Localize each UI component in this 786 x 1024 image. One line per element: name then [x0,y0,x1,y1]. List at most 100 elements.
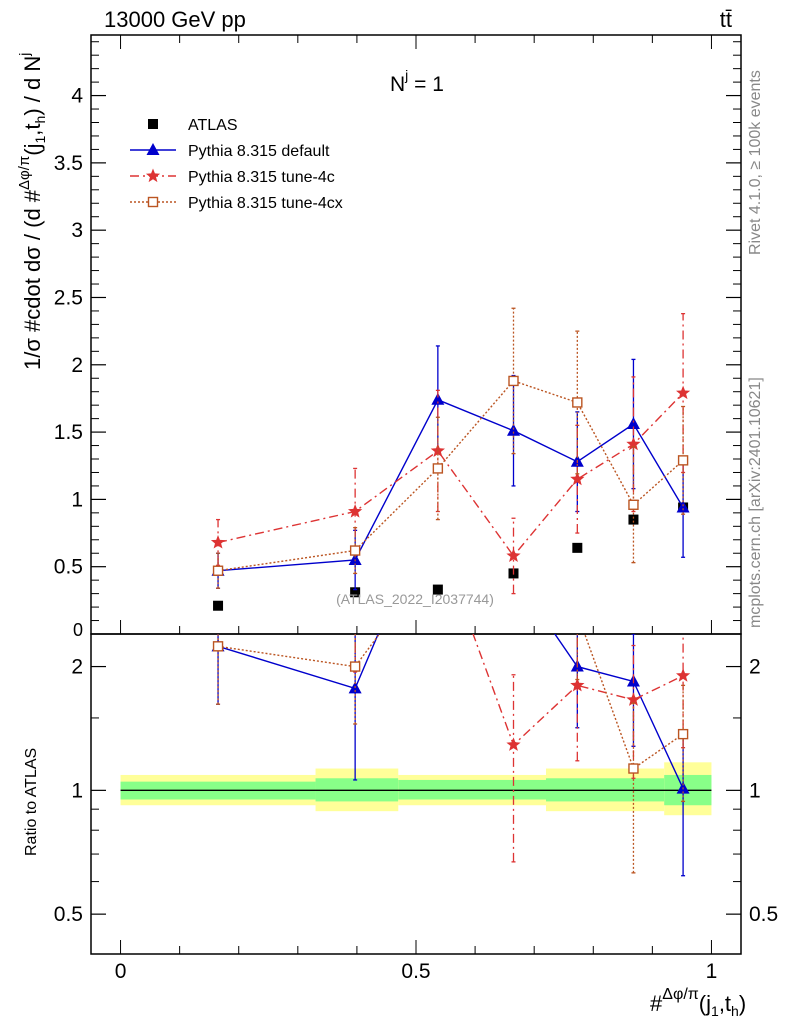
ratio-ticks: 0.5 0.5 1 1 2 2 0 0.5 1 [54,656,778,983]
legend-marker-default [146,143,160,155]
analysis-watermark: (ATLAS_2022_I2037744) [336,591,494,607]
legend-label-atlas: ATLAS [188,117,238,134]
main-line-default [217,398,684,572]
ylabel-deltaphi-over-pi: Δφ/π [16,156,33,190]
main-point-default [431,392,445,405]
ylabel-sub-1: 1 [32,135,48,143]
ratio-point-tune4cx [212,641,224,652]
ratio-y-tick-label: 2 [71,656,83,679]
main-series-tune4c [210,312,691,595]
ratio-series-tune4cx [212,551,689,874]
ratio-line-tune4cx [217,634,684,770]
main-point-default [676,500,690,513]
ratio-point-tune4c [506,737,521,751]
legend-marker-tune4cx [147,196,159,208]
mcplots-label: mcplots.cern.ch [arXiv:2401.10621] [747,377,764,628]
main-point-tune4c [676,385,691,400]
main-point-tune4c [210,535,226,549]
main-point-tune4cx [677,455,689,466]
rivet-label: Rivet 4.1.0, ≥ 100k events [747,70,764,255]
main-point-tune4c [348,504,363,518]
ratio-y-tick-label: 1 [71,779,83,802]
ylabel-part-3: ,t [20,123,45,135]
main-point-tune4c [570,471,585,486]
ylabel-part-2: (j [20,143,45,155]
ratio-point-tune4c [676,668,691,682]
xlabel-hash: # [650,991,663,1016]
ratio-bands [120,762,712,816]
header-left: 13000 GeV pp [104,7,246,32]
x-tick-label: 0.5 [401,960,430,983]
y-tick-label: 2.5 [54,286,83,309]
ratio-line-default [217,634,684,789]
header-right: tt̄ [720,7,732,32]
main-point-tune4cx [628,499,639,510]
y-axis-label-ratio: Ratio to ATLAS [23,748,40,856]
x-tick-label: 1 [706,960,718,983]
y-tick-label: 2 [71,354,83,377]
ratio-series [211,530,691,877]
y-tick-label: 4 [71,85,83,108]
xlabel-sub-1: 1 [711,1003,719,1019]
y-tick-label-zero: 0 [73,620,83,640]
ratio-series-default [211,634,690,877]
y-tick-label: 3.5 [54,152,83,175]
main-point-default [348,552,362,565]
y-tick-label: 1.5 [54,421,83,444]
main-point-atlas [432,584,443,595]
main-series-default [211,345,690,591]
main-point-atlas [213,600,224,611]
y-tick-label: 1 [71,488,83,511]
main-point-tune4cx [349,545,361,556]
ratio-clipped-group [211,530,691,877]
njet-sup: j [404,67,408,83]
xlabel-part-2: (j [699,991,711,1016]
ratio-point-tune4c [626,692,641,706]
ratio-point-tune4c [431,530,445,544]
ratio-point-tune4cx [677,728,689,740]
x-axis-label: #Δφ/π(j1,th) [650,986,746,1019]
ylabel-part-4: ) / d N [20,56,45,116]
main-point-atlas [628,514,639,525]
ratio-y-tick-label-right: 2 [749,656,761,679]
legend-label-default: Pythia 8.315 default [188,143,330,160]
y-tick-label: 3 [71,219,83,242]
ratio-point-tune4c [570,677,585,692]
main-series-tune4cx [212,307,689,589]
x-tick-label: 0 [115,960,127,983]
ylabel-sub-h: h [32,116,48,124]
main-point-default [626,417,640,430]
ratio-point-tune4cx [433,551,442,560]
njet-value: = 1 [408,73,444,96]
legend-marker-tune4c [145,168,161,183]
main-point-atlas [350,587,361,598]
main-y-ticks: 0.5 1 1.5 2 2.5 3 3.5 4 0 [54,35,741,640]
njet-symbol: N [390,73,405,96]
main-point-tune4c [506,548,521,562]
njet-annotation: Nj = 1 [390,67,444,96]
main-line-tune4c [217,392,684,558]
ratio-y-tick-label: 0.5 [54,903,83,926]
main-point-tune4cx [212,565,224,576]
main-point-tune4c [626,436,641,451]
ratio-y-tick-label-right: 0.5 [749,903,778,926]
y-tick-label: 0.5 [54,556,83,579]
main-point-tune4cx [508,375,519,387]
main-clipped-group [210,307,691,611]
main-point-tune4cx [572,397,583,408]
legend-label-tune4cx: Pythia 8.315 tune-4cx [188,195,343,212]
ratio-y-tick-label-right: 1 [749,779,761,802]
main-point-default [507,423,520,436]
main-line-tune4cx [217,380,684,572]
xlabel-part-4: ) [739,991,746,1016]
main-series [210,307,691,611]
ylabel-sup-j: j [16,53,32,57]
y-axis-label-main: 1/σ #cdot dσ / (d #Δφ/π(j1,th) / d Nj [16,53,48,370]
legend: ATLAS Pythia 8.315 default Pythia 8.315 tu… [130,117,343,212]
legend-label-tune4c: Pythia 8.315 tune-4c [188,169,335,186]
ratio-point-tune4cx [349,661,361,672]
ratio-point-tune4cx [573,609,582,618]
legend-marker-atlas [148,119,158,129]
ratio-point-tune4cx [628,763,639,774]
xlabel-deltaphi-over-pi: Δφ/π [662,986,699,1003]
